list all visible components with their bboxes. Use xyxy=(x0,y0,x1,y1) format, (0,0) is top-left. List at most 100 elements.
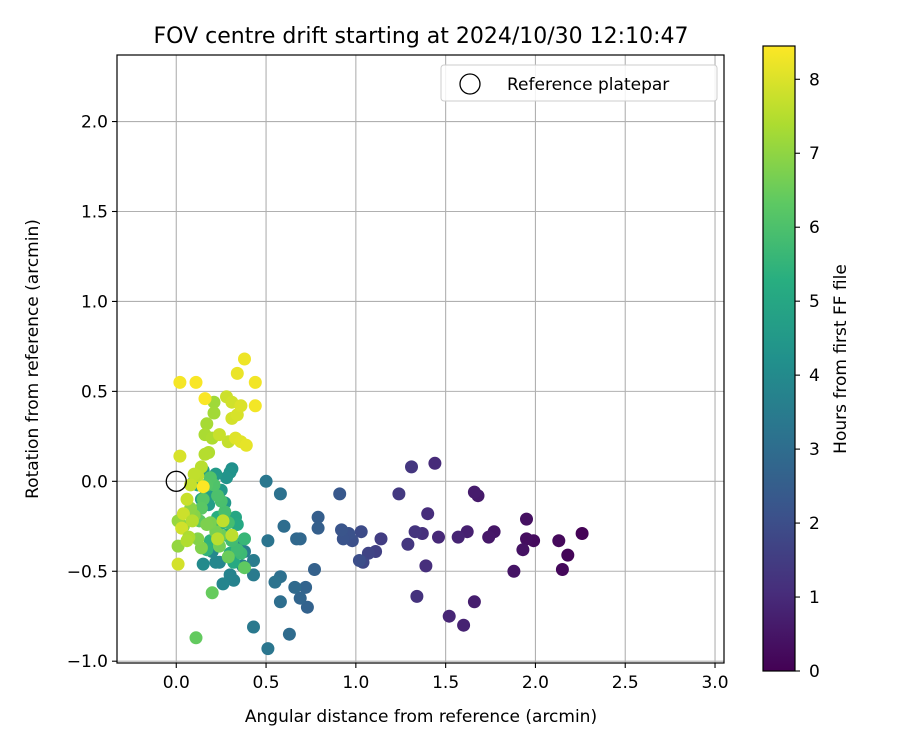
x-tick-label: 0.5 xyxy=(253,673,280,693)
data-point xyxy=(293,591,307,605)
data-point xyxy=(225,528,239,542)
y-tick-label: −1.0 xyxy=(67,652,108,672)
data-point xyxy=(354,525,368,539)
data-point xyxy=(335,523,348,537)
data-point xyxy=(457,618,471,632)
data-point xyxy=(311,521,325,535)
data-point xyxy=(200,417,214,431)
data-point xyxy=(212,428,226,442)
x-tick-label: 2.5 xyxy=(612,673,639,693)
legend: Reference platepar xyxy=(440,64,718,102)
data-point xyxy=(198,392,212,406)
data-point xyxy=(247,568,260,582)
colorbar: 0 1 2 3 4 5 6 7 8 Hours from first FF file xyxy=(762,45,851,682)
colorbar-tick-label: 6 xyxy=(809,218,820,238)
data-point xyxy=(555,563,569,576)
data-point xyxy=(173,375,187,389)
data-point xyxy=(239,438,253,452)
data-point xyxy=(410,589,424,603)
reference-platepar-marker xyxy=(165,470,187,492)
data-point xyxy=(238,561,251,575)
data-point xyxy=(261,534,275,548)
data-point xyxy=(211,532,225,546)
legend-reference-marker xyxy=(459,73,481,95)
data-point xyxy=(238,532,251,546)
data-point xyxy=(247,554,260,567)
colorbar-ticks: 0 1 2 3 4 5 6 7 8 xyxy=(795,70,820,682)
data-point xyxy=(211,489,225,503)
colorbar-tick-label: 1 xyxy=(809,588,820,608)
colorbar-tick-label: 8 xyxy=(809,70,820,90)
data-point xyxy=(451,530,465,544)
data-point xyxy=(300,600,314,614)
data-points xyxy=(171,352,589,656)
data-point xyxy=(196,557,210,571)
data-point xyxy=(184,478,198,492)
data-point xyxy=(189,375,203,389)
colorbar-tick-label: 2 xyxy=(809,514,820,534)
legend-label: Reference platepar xyxy=(507,75,669,95)
x-tick-label: 3.0 xyxy=(701,673,728,693)
chart-title: FOV centre drift starting at 2024/10/30 … xyxy=(154,24,689,49)
data-point xyxy=(187,467,201,481)
data-point xyxy=(234,399,248,413)
data-point xyxy=(221,550,235,564)
data-point xyxy=(401,537,415,551)
data-point xyxy=(175,521,189,535)
data-point xyxy=(248,375,262,389)
x-tick-label: 1.5 xyxy=(432,673,459,693)
y-tick-label: −0.5 xyxy=(67,562,108,582)
data-point xyxy=(200,518,214,531)
data-point xyxy=(408,525,422,539)
data-point xyxy=(230,366,244,380)
data-point xyxy=(561,548,575,562)
data-point xyxy=(442,609,456,623)
data-point xyxy=(520,532,533,546)
data-point xyxy=(482,530,496,544)
reference-marker-layer xyxy=(165,470,187,492)
data-point xyxy=(238,352,251,366)
data-point xyxy=(352,554,366,567)
data-point xyxy=(374,532,388,546)
y-axis-ticks: −1.0 −0.5 0.0 0.5 1.0 1.5 2.0 xyxy=(67,113,117,672)
data-point xyxy=(516,543,530,557)
data-point xyxy=(216,577,230,591)
y-tick-label: 0.5 xyxy=(81,382,108,402)
data-point xyxy=(405,460,418,474)
data-point xyxy=(273,595,287,609)
data-point xyxy=(198,447,212,461)
colorbar-tick-label: 7 xyxy=(809,144,820,164)
data-point xyxy=(205,586,219,600)
data-point xyxy=(290,532,304,546)
data-point xyxy=(311,510,325,524)
colorbar-tick-label: 0 xyxy=(809,662,820,682)
colorbar-tick-label: 4 xyxy=(809,366,820,386)
data-point xyxy=(176,507,190,521)
data-point xyxy=(248,399,262,413)
data-point xyxy=(308,563,321,576)
data-point xyxy=(520,512,533,526)
data-point xyxy=(185,514,199,528)
data-point xyxy=(180,534,194,548)
y-axis-label: Rotation from reference (arcmin) xyxy=(23,219,43,499)
data-point xyxy=(333,487,347,501)
data-point xyxy=(467,595,481,609)
data-point xyxy=(282,627,296,641)
legend-box xyxy=(440,64,718,102)
data-point xyxy=(419,559,433,573)
colorbar-label: Hours from first FF file xyxy=(831,264,851,454)
data-point xyxy=(421,507,435,521)
data-point xyxy=(507,564,521,578)
data-point xyxy=(196,480,210,494)
colorbar-tick-label: 5 xyxy=(809,292,820,312)
x-tick-label: 0.0 xyxy=(163,673,190,693)
grid xyxy=(117,55,724,663)
colorbar-tick-label: 3 xyxy=(809,440,820,460)
data-point xyxy=(392,487,406,501)
data-point xyxy=(247,620,260,634)
x-axis-label: Angular distance from reference (arcmin) xyxy=(245,707,597,727)
data-point xyxy=(209,555,223,569)
y-tick-label: 1.5 xyxy=(81,202,108,222)
data-point xyxy=(180,492,194,506)
